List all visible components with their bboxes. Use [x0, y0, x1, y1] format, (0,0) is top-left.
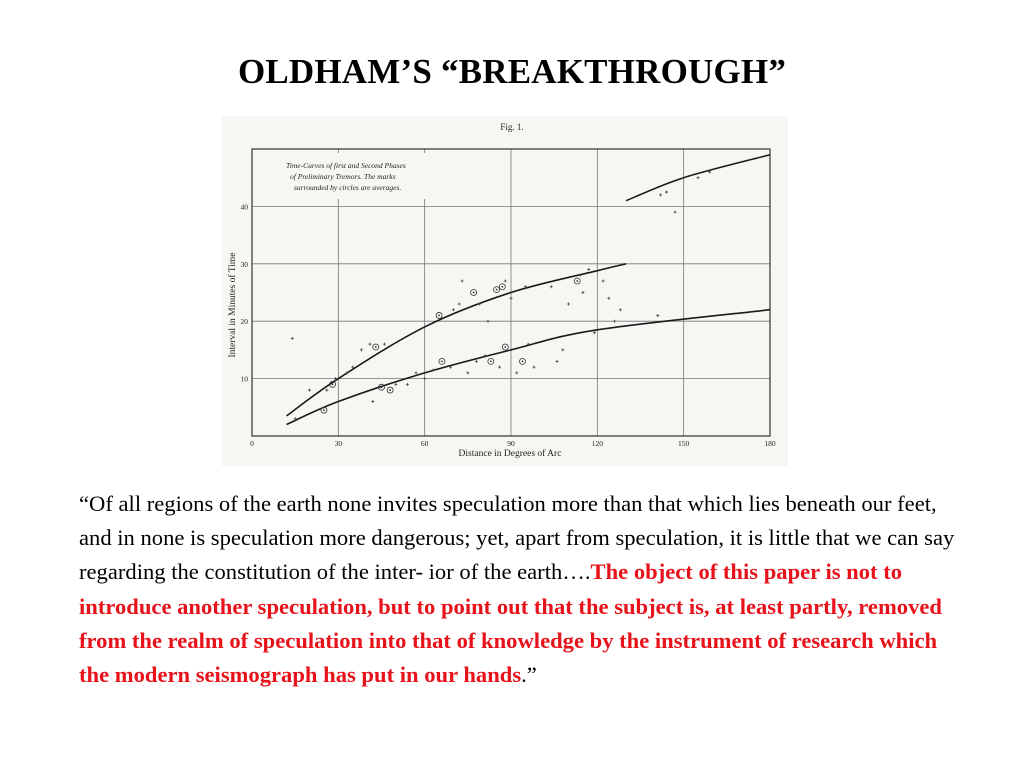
observation-point — [449, 365, 453, 369]
observation-point — [293, 417, 297, 421]
average-point — [501, 343, 509, 351]
average-point — [470, 289, 477, 296]
observation-point — [351, 365, 355, 369]
observation-point — [532, 365, 536, 369]
average-point — [498, 283, 506, 291]
time-curves-chart: Fig. 1. Time-Curves of first and Second … — [222, 116, 788, 466]
plot-frame — [251, 148, 771, 437]
y-tick-label: 30 — [241, 260, 249, 269]
observation-point — [581, 291, 585, 294]
observation-point — [523, 285, 527, 289]
observation-point — [382, 342, 386, 346]
observation-point — [457, 302, 461, 306]
average-point — [320, 406, 328, 414]
legend-box: Time-Curves of first and Second Phases o… — [254, 153, 440, 199]
x-tick-label: 60 — [421, 439, 429, 448]
observation-point — [561, 348, 565, 352]
curve-1 — [286, 308, 771, 426]
observation-point — [423, 377, 427, 381]
observation-point — [451, 308, 455, 312]
legend-line-3: surrounded by circles are averages. — [294, 183, 401, 192]
observation-point — [592, 331, 596, 335]
observation-point — [503, 279, 507, 283]
observation-point — [394, 382, 398, 386]
observation-point — [466, 371, 470, 375]
observation-point — [414, 371, 418, 375]
figure-caption: Fig. 1. — [500, 122, 523, 132]
observation-point — [497, 365, 501, 369]
observation-point — [549, 285, 553, 289]
x-tick-label: 30 — [335, 439, 343, 448]
average-point — [372, 343, 380, 351]
quote-emphasized-text: The object of this paper is not to intro… — [79, 559, 942, 688]
observation-point — [708, 170, 712, 174]
oldham-figure: Fig. 1. Time-Curves of first and Second … — [222, 116, 788, 466]
quote-open-mark: “ — [79, 491, 90, 516]
observation-point — [431, 368, 435, 372]
observation-point — [659, 193, 663, 197]
average-point — [329, 380, 336, 388]
legend-line-1: Time-Curves of first and Second Phases — [286, 161, 406, 170]
average-point — [519, 357, 526, 365]
x-tick-label: 150 — [678, 439, 690, 448]
slide-title: OLDHAM’S “BREAKTHROUGH” — [237, 52, 787, 91]
observation-point — [509, 296, 513, 300]
tick-labels: 0 30 60 90 120 150 180 10 20 30 40 — [241, 202, 776, 448]
curve-2 — [286, 263, 627, 417]
observation-point — [526, 342, 530, 346]
legend-background — [254, 153, 440, 199]
quote-close-mark: .” — [521, 662, 537, 688]
average-point — [386, 386, 394, 394]
observation-point — [333, 377, 337, 381]
observation-point — [607, 296, 611, 300]
observation-point — [578, 273, 582, 277]
observation-point — [460, 279, 464, 283]
observation-point — [474, 359, 478, 363]
quote-plain-text: Of all regions of the earth none invites… — [79, 491, 955, 585]
average-point — [438, 357, 446, 365]
observation-point — [405, 382, 409, 386]
legend-line-2: of Preliminary Tremors. The marks — [290, 172, 396, 181]
average-point — [487, 357, 495, 365]
observation-point — [345, 371, 349, 375]
observation-point — [664, 190, 668, 194]
observation-point — [308, 388, 312, 392]
x-tick-label: 120 — [592, 439, 604, 448]
x-axis-label: Distance in Degrees of Arc — [459, 448, 562, 459]
observation-point — [613, 319, 617, 323]
x-tick-label: 0 — [250, 439, 254, 448]
x-tick-label: 180 — [764, 439, 776, 448]
observation-point — [477, 302, 481, 306]
y-tick-label: 20 — [241, 317, 249, 326]
observation-point — [696, 176, 700, 180]
curve-3 — [625, 153, 771, 202]
average-point — [493, 286, 501, 294]
observation-point — [673, 210, 677, 214]
observation-point — [359, 348, 363, 352]
observation-point — [656, 313, 660, 317]
observation-point — [371, 400, 375, 404]
observation-point — [290, 336, 294, 340]
observation-point — [587, 268, 591, 272]
average-point — [435, 312, 443, 319]
y-tick-label: 40 — [241, 202, 249, 211]
observation-point — [483, 354, 487, 358]
observation-point — [555, 359, 559, 363]
observation-point — [325, 388, 329, 392]
observation-point — [601, 279, 605, 283]
x-tick-label: 90 — [507, 439, 515, 448]
observation-point — [368, 342, 372, 346]
oldham-quote: “Of all regions of the earth none invite… — [79, 487, 959, 692]
average-point — [573, 277, 581, 285]
y-axis-label: Interval in Minutes of Time — [227, 252, 238, 357]
observation-point — [618, 308, 622, 312]
observation-point — [515, 371, 519, 375]
average-point — [378, 383, 385, 391]
observation-point — [567, 302, 571, 306]
observation-point — [486, 319, 490, 323]
point-layer — [290, 170, 712, 421]
y-tick-label: 10 — [241, 375, 249, 384]
curve-layer — [286, 153, 771, 426]
